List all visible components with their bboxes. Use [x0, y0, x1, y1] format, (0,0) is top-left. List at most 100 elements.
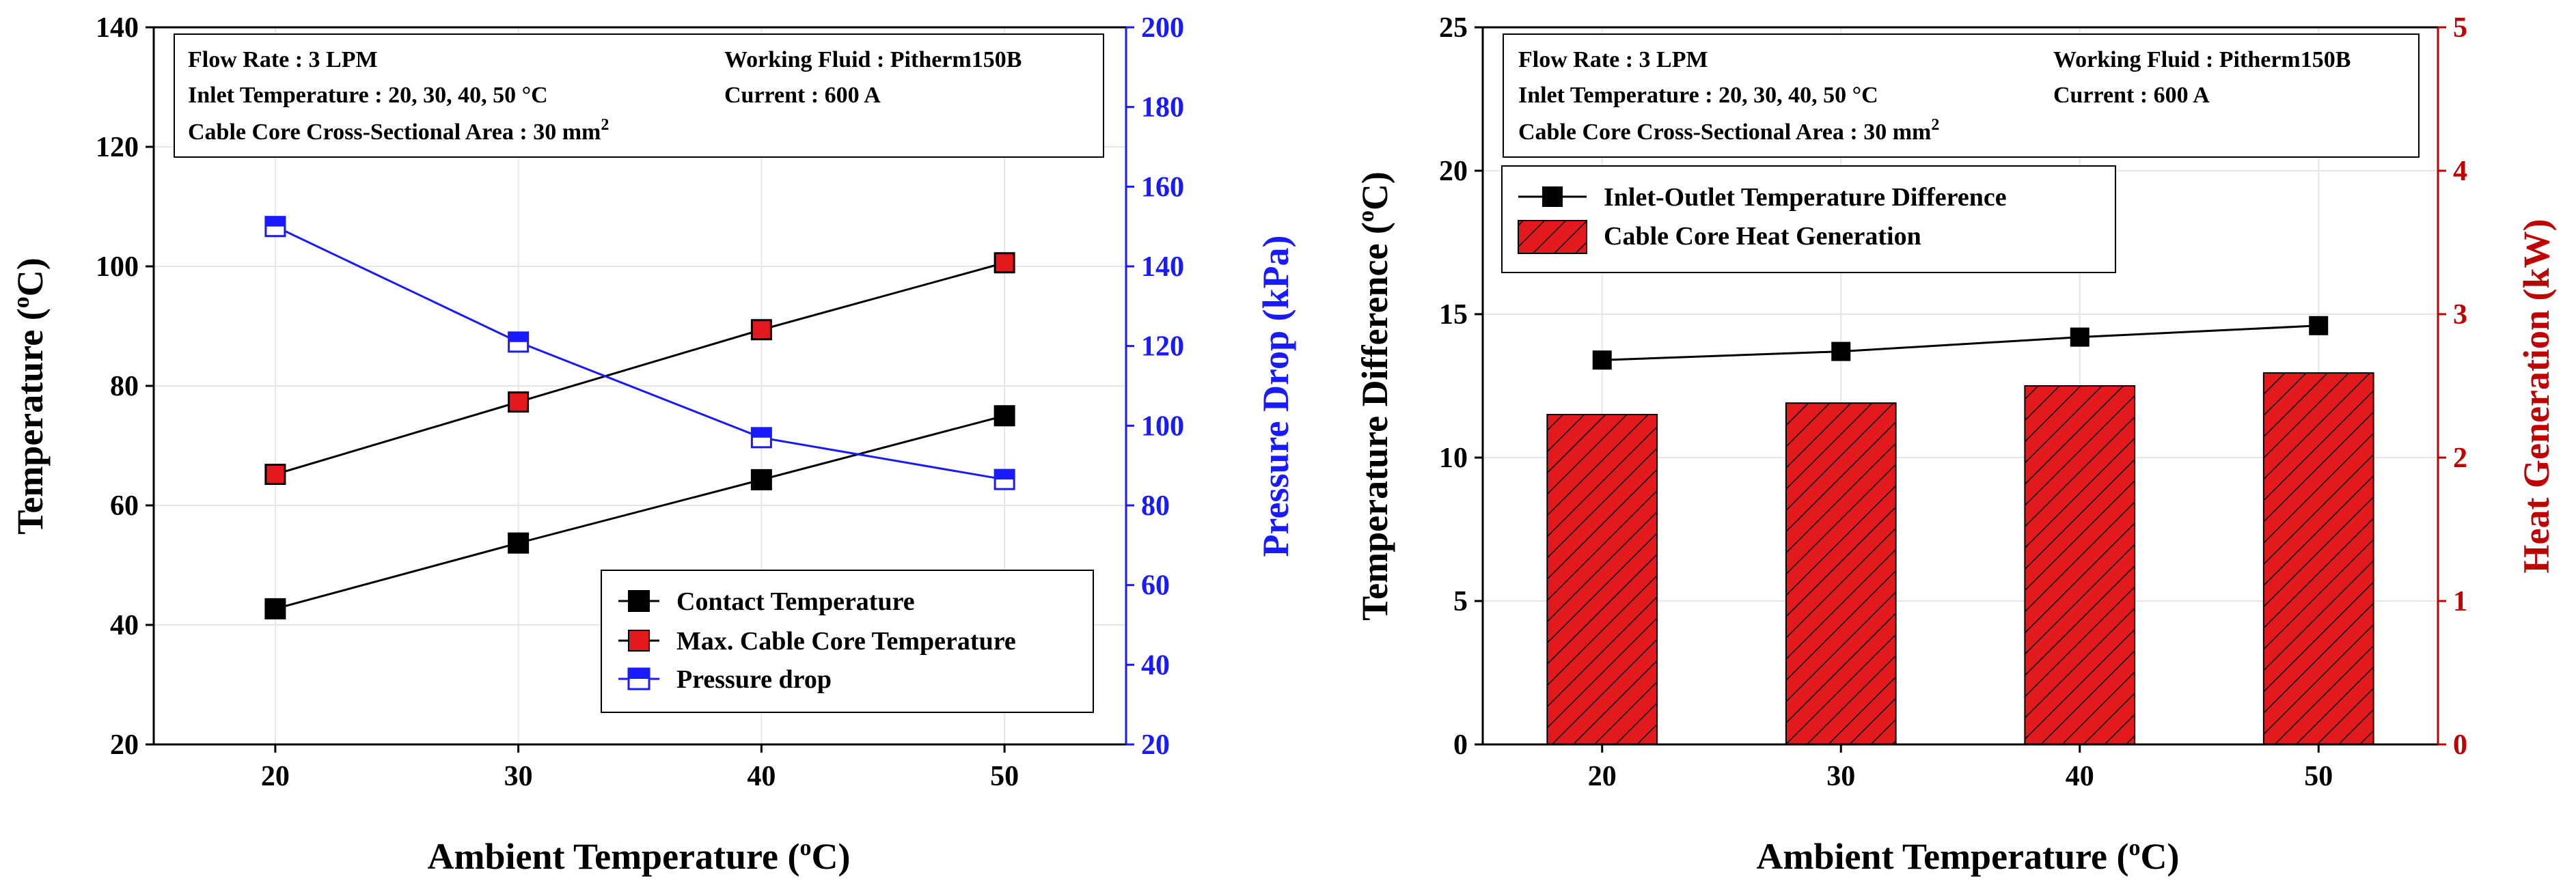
right-y-tick-label: 0: [1453, 729, 1468, 761]
right-legend-heatgen: Cable Core Heat Generation: [1518, 220, 1921, 254]
right-chart-series: [1546, 316, 2374, 745]
left-info-cross-section-sup: 2: [601, 116, 609, 134]
left-series-contact-point: [508, 532, 530, 554]
right-chart: 0 5 10 15 20 25 0 1 2 3 4 5 20 30 40 50 Flow Rate : 3 L…: [1354, 12, 2557, 877]
left-legend-maxcore-marker: [628, 630, 650, 652]
left-x-axis-title-main: Ambient Temperature (: [428, 836, 800, 877]
right-info-inlet-temperature: Inlet Temperature : 20, 30, 40, 50 °C: [1518, 83, 1878, 108]
left-series-contact-point: [994, 405, 1015, 427]
right-legend-tempdiff-marker: [1542, 186, 1563, 207]
left-x-tick-label: 20: [261, 761, 290, 792]
left-info-box: [174, 33, 1104, 158]
right-chart-frame: [1481, 26, 2439, 746]
right-info-cross-section-main: Cable Core Cross-Sectional Area : 30 mm: [1518, 120, 1931, 145]
left-series-maxcore-point: [750, 319, 772, 341]
left-y2-tick-label: 180: [1141, 92, 1184, 124]
left-y-tick-label: 100: [96, 251, 139, 283]
left-y-tick-label: 140: [96, 12, 139, 44]
right-y-axis-title-end: C): [1354, 171, 1395, 210]
right-info-cross-section: Cable Core Cross-Sectional Area : 30 mm2: [1518, 116, 1939, 145]
right-y-tick-label: 10: [1439, 443, 1468, 474]
right-y2-tick-label: 3: [2453, 299, 2467, 331]
right-y-tick-label: 5: [1453, 586, 1468, 617]
left-legend-pressure-marker-fill: [629, 669, 649, 679]
left-series-maxcore-point: [508, 391, 530, 413]
right-series-tempdiff-point: [1592, 350, 1612, 370]
left-series-pressure-point-fill: [752, 428, 771, 438]
left-legend-maxcore: Max. Cable Core Temperature: [618, 627, 1016, 656]
left-info-inlet-temperature: Inlet Temperature : 20, 30, 40, 50 °C: [188, 83, 548, 108]
left-legend-contact-marker: [628, 590, 650, 612]
right-series-tempdiff-point: [2309, 316, 2329, 335]
left-y-axis-title-end: C): [10, 257, 51, 296]
right-x-tick-label: 30: [1826, 761, 1855, 792]
left-y2-axis-title: Pressure Drop (kPa): [1255, 236, 1296, 557]
left-y2-tick-label: 120: [1141, 331, 1184, 363]
left-info-flow-rate: Flow Rate : 3 LPM: [188, 47, 378, 72]
left-y-tick-label: 20: [110, 729, 139, 761]
left-y2-tick-label: 100: [1141, 410, 1184, 442]
right-y2-tick-label: 2: [2453, 443, 2467, 474]
left-y2-tick-label: 60: [1141, 570, 1170, 602]
left-series-maxcore-point: [994, 252, 1015, 274]
right-info-box: [1503, 33, 2420, 158]
right-x-tick-label: 20: [1588, 761, 1617, 792]
left-series-contact-point: [264, 598, 286, 619]
right-y-tick-label: 20: [1439, 156, 1468, 187]
right-bar-heat-generation: [2262, 372, 2374, 745]
right-y2-tick-label: 0: [2453, 729, 2467, 761]
left-legend-contact-label: Contact Temperature: [676, 587, 915, 616]
left-info-working-fluid: Working Fluid : Pitherm150B: [724, 47, 1022, 72]
left-chart-ticks: 20 40 60 80 100 120 140 20 40 60 80 100 120 140 160 180…: [96, 12, 1184, 792]
left-chart-series: [264, 216, 1015, 619]
right-y-axis-title-sup: o: [1354, 210, 1379, 222]
right-y-axis-title-main: Temperature Difference (: [1354, 222, 1395, 621]
left-y-tick-label: 60: [110, 490, 139, 522]
right-series-tempdiff-line: [1602, 324, 2319, 361]
right-info-current: Current : 600 A: [2053, 83, 2210, 108]
right-info-flow-rate: Flow Rate : 3 LPM: [1518, 47, 1708, 72]
left-y-axis-title-sup: o: [9, 296, 34, 308]
left-info-current: Current : 600 A: [724, 83, 881, 108]
right-info-working-fluid: Working Fluid : Pitherm150B: [2053, 47, 2351, 72]
right-x-tick-label: 40: [2066, 761, 2094, 792]
left-series-maxcore-line: [275, 262, 1005, 475]
right-bar-heat-generation: [1785, 402, 1897, 745]
left-legend-pressure-label: Pressure drop: [676, 665, 832, 694]
left-y-axis-title-main: Temperature (: [10, 308, 51, 534]
left-y2-tick-label: 140: [1141, 251, 1184, 283]
right-y2-tick-label: 5: [2453, 12, 2467, 44]
right-y-tick-label: 25: [1439, 12, 1468, 44]
right-x-axis-title-sup: o: [2128, 835, 2140, 861]
left-y-axis-title: Temperature (oC): [9, 257, 51, 534]
right-x-axis-title: Ambient Temperature (oC): [1757, 835, 2180, 877]
left-x-axis-title: Ambient Temperature (oC): [428, 835, 851, 877]
left-series-pressure-point-fill: [995, 470, 1015, 480]
left-series-pressure-line: [275, 225, 1005, 481]
right-x-axis-title-end: C): [2140, 836, 2179, 877]
left-legend-pressure: Pressure drop: [618, 665, 832, 694]
right-y-axis-title: Temperature Difference (oC): [1354, 171, 1395, 621]
right-bar-heat-generation: [2024, 385, 2136, 745]
right-x-axis-title-main: Ambient Temperature (: [1757, 836, 2129, 877]
right-legend-tempdiff: Inlet-Outlet Temperature Difference: [1518, 183, 2007, 212]
left-legend-maxcore-label: Max. Cable Core Temperature: [676, 627, 1016, 656]
left-series-contact-point: [750, 469, 772, 490]
right-legend-box: [1501, 165, 2116, 273]
left-y2-tick-label: 40: [1141, 649, 1170, 681]
left-y-tick-label: 120: [96, 132, 139, 163]
left-x-tick-label: 50: [990, 761, 1019, 792]
right-y2-axis-title: Heat Generation (kW): [2516, 219, 2557, 574]
left-y2-tick-label: 20: [1141, 729, 1170, 761]
left-info-cross-section: Cable Core Cross-Sectional Area : 30 mm2: [188, 116, 609, 145]
left-series-contact-line: [275, 415, 1005, 610]
left-x-tick-label: 30: [504, 761, 533, 792]
right-legend-tempdiff-label: Inlet-Outlet Temperature Difference: [1604, 183, 2007, 212]
right-series-tempdiff-point: [2070, 327, 2089, 347]
right-y2-tick-label: 4: [2453, 156, 2467, 187]
left-info-cross-section-main: Cable Core Cross-Sectional Area : 30 mm: [188, 120, 601, 145]
left-x-axis-title-sup: o: [799, 835, 811, 861]
left-chart: 20 40 60 80 100 120 140 20 40 60 80 100 120 140 160 180…: [9, 12, 1296, 877]
right-y2-tick-label: 1: [2453, 586, 2467, 617]
